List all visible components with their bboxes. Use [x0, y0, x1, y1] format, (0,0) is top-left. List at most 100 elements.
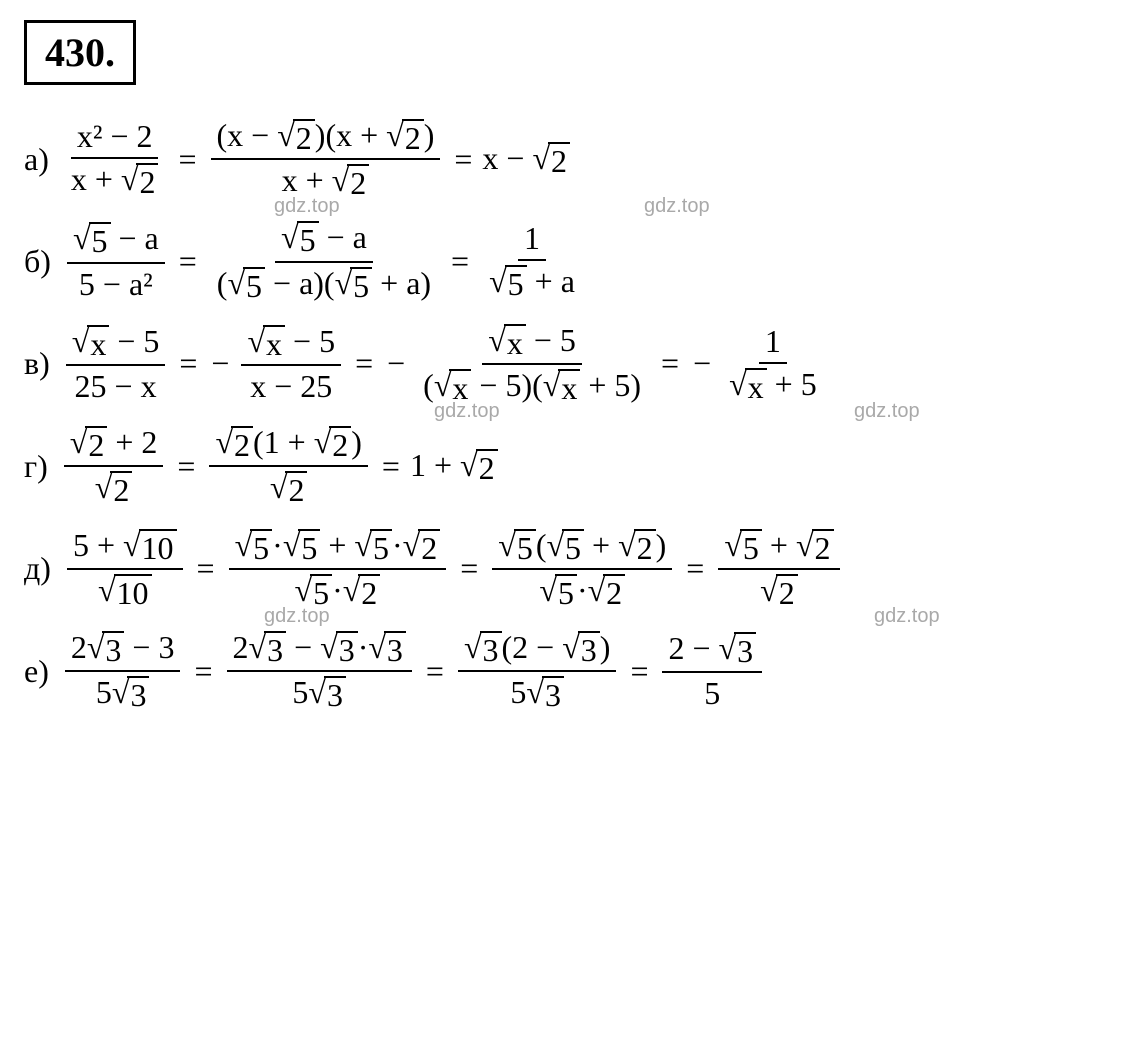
- sqrt: √5: [724, 529, 762, 566]
- equation-row-e: д) 5 + √10 √10 = √5·√5 + √5·√2 √5·√2 = √…: [24, 527, 1110, 611]
- fraction: (x − √2)(x + √2) x + √2: [211, 117, 441, 201]
- equation-row-d: г) √2 + 2 √2 = √2(1 + √2) √2 = 1 + √2: [24, 424, 1110, 508]
- t: − 5: [526, 322, 576, 358]
- problem-number: 430.: [24, 20, 136, 85]
- t: 2 −: [668, 630, 718, 666]
- equals: =: [686, 550, 704, 587]
- equals: =: [630, 653, 648, 690]
- row-letter: е): [24, 653, 49, 690]
- sqrt: √5: [73, 222, 111, 259]
- sqrt: √x: [488, 324, 526, 361]
- equals: =: [355, 345, 373, 382]
- watermark: gdz.top: [854, 400, 920, 423]
- sqrt: √x: [247, 325, 285, 362]
- denominator: x − 25: [244, 366, 338, 405]
- equals: =: [451, 243, 469, 280]
- sqrt: √3: [368, 631, 406, 668]
- sqrt: √2: [460, 449, 498, 486]
- fraction: √x − 5 (√x − 5)(√x + 5): [417, 322, 647, 406]
- sqrt: √2: [277, 119, 315, 156]
- t: 5: [510, 674, 526, 710]
- denominator: 5 − a²: [73, 264, 159, 303]
- t: 5 +: [73, 527, 123, 563]
- sqrt: √5: [281, 221, 319, 258]
- t: − a)(: [265, 265, 335, 301]
- sqrt: √3: [464, 631, 502, 668]
- t: + 5): [580, 367, 641, 403]
- sqrt: √3: [87, 631, 125, 668]
- rhs: 1 + √2: [410, 447, 498, 486]
- equation-row-c: в) √x − 5 25 − x = − √x − 5 x − 25 = − √…: [24, 322, 1110, 406]
- t: (1 +: [253, 424, 314, 460]
- sqrt: √3: [249, 631, 287, 668]
- sqrt: √2: [332, 164, 370, 201]
- t: − 5)(: [471, 367, 542, 403]
- row-letter: д): [24, 550, 51, 587]
- sqrt: √10: [123, 529, 177, 566]
- fraction: 2 − √3 5: [662, 630, 762, 712]
- denominator: 25 − x: [69, 366, 163, 405]
- fraction: √5(√5 + √2) √5·√2: [492, 527, 672, 611]
- equals: =: [661, 345, 679, 382]
- row-letter: г): [24, 448, 48, 485]
- sqrt: √2: [588, 574, 626, 611]
- t: − 5: [109, 323, 159, 359]
- denominator: 5: [698, 673, 726, 712]
- sqrt: √5: [227, 267, 265, 304]
- fraction: 2√3 − 3 5√3: [65, 629, 181, 713]
- row-letter: а): [24, 141, 49, 178]
- t: ·: [392, 527, 403, 563]
- sqrt: √2: [314, 426, 352, 463]
- neg: −: [211, 345, 229, 382]
- t: ): [351, 424, 362, 460]
- t: −: [286, 629, 320, 665]
- t: ): [600, 629, 611, 665]
- sqrt: √5: [546, 529, 584, 566]
- equals: =: [460, 550, 478, 587]
- sqrt: √2: [386, 119, 424, 156]
- fraction: √5·√5 + √5·√2 √5·√2: [229, 527, 447, 611]
- t: x +: [282, 162, 332, 198]
- sqrt: √x: [729, 368, 767, 405]
- fraction: 1 √5 + a: [483, 220, 581, 302]
- sqrt: √5: [335, 267, 373, 304]
- sqrt: √2: [215, 426, 253, 463]
- t: 5: [96, 674, 112, 710]
- t: )(x +: [315, 117, 386, 153]
- numerator: 1: [759, 323, 787, 364]
- fraction: 1 √x + 5: [723, 323, 823, 405]
- t: +: [762, 527, 796, 563]
- sqrt: √2: [618, 529, 656, 566]
- fraction: √x − 5 25 − x: [66, 323, 166, 405]
- sqrt: √3: [562, 631, 600, 668]
- sqrt: √5: [539, 574, 577, 611]
- sqrt: √x: [543, 369, 581, 406]
- t: 1 +: [410, 447, 460, 483]
- equals: =: [178, 141, 196, 178]
- t: (x −: [217, 117, 278, 153]
- row-letter: б): [24, 243, 51, 280]
- t: − a: [319, 219, 367, 255]
- t: (: [536, 527, 547, 563]
- fraction: √2 + 2 √2: [64, 424, 164, 508]
- t: 5: [292, 674, 308, 710]
- sqrt: √5: [354, 529, 392, 566]
- sqrt: √2: [121, 163, 159, 200]
- numerator: x² − 2: [77, 118, 153, 154]
- t: ·: [358, 629, 369, 665]
- t: − a: [111, 220, 159, 256]
- sqrt: √2: [270, 471, 308, 508]
- sqrt: √2: [403, 529, 441, 566]
- fraction: 5 + √10 √10: [67, 527, 183, 611]
- t: + a): [372, 265, 431, 301]
- sqrt: √x: [434, 369, 472, 406]
- equals: =: [426, 653, 444, 690]
- t: + a: [527, 263, 575, 299]
- equation-row-a: а) x² − 2 x + √2 = (x − √2)(x + √2) x + …: [24, 117, 1110, 201]
- t: ·: [577, 572, 588, 608]
- t: (: [423, 367, 434, 403]
- sqrt: √10: [98, 574, 152, 611]
- sqrt: √2: [532, 142, 570, 179]
- fraction: √5 − a 5 − a²: [67, 220, 165, 302]
- fraction: √5 − a (√5 − a)(√5 + a): [211, 219, 437, 303]
